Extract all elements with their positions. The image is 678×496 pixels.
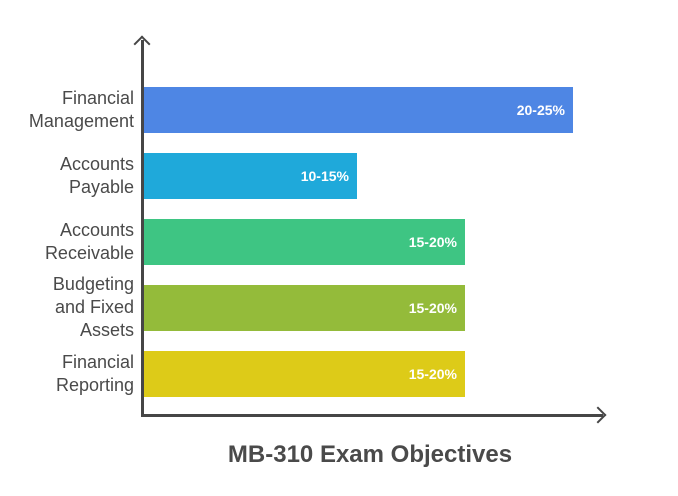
y-axis-arrow-icon [133, 35, 151, 53]
label-line: Accounts [59, 154, 134, 174]
category-label: Financial Management [0, 87, 134, 133]
bar-accounts-receivable: 15-20% [144, 219, 465, 265]
bar-value-label: 10-15% [300, 168, 349, 184]
category-label: Accounts Receivable [0, 219, 134, 265]
bar-value-label: 15-20% [408, 300, 457, 316]
label-line: Accounts [59, 220, 134, 240]
label-line: Management [28, 111, 134, 131]
bar-budgeting-fixed-assets: 15-20% [144, 285, 465, 331]
label-line: Financial [61, 88, 134, 108]
label-line: Payable [68, 177, 134, 197]
label-line: Financial [61, 352, 134, 372]
x-axis [141, 414, 603, 417]
chart-title: MB-310 Exam Objectives [227, 441, 513, 468]
bar-value-label: 20-25% [516, 102, 565, 118]
label-line: Receivable [44, 243, 134, 263]
label-line: Budgeting [52, 274, 134, 294]
bar-accounts-payable: 10-15% [144, 153, 357, 199]
label-line: and Fixed [54, 297, 134, 317]
label-line: Reporting [55, 375, 134, 395]
bar-financial-reporting: 15-20% [144, 351, 465, 397]
category-label: Financial Reporting [0, 351, 134, 397]
category-label: Accounts Payable [0, 153, 134, 199]
bar-financial-management: 20-25% [144, 87, 573, 133]
bar-value-label: 15-20% [408, 234, 457, 250]
label-line: Assets [79, 320, 134, 340]
bar-value-label: 15-20% [408, 366, 457, 382]
y-axis [141, 40, 144, 417]
x-axis-arrow-icon [589, 406, 607, 424]
category-label: Budgeting and Fixed Assets [0, 273, 134, 342]
